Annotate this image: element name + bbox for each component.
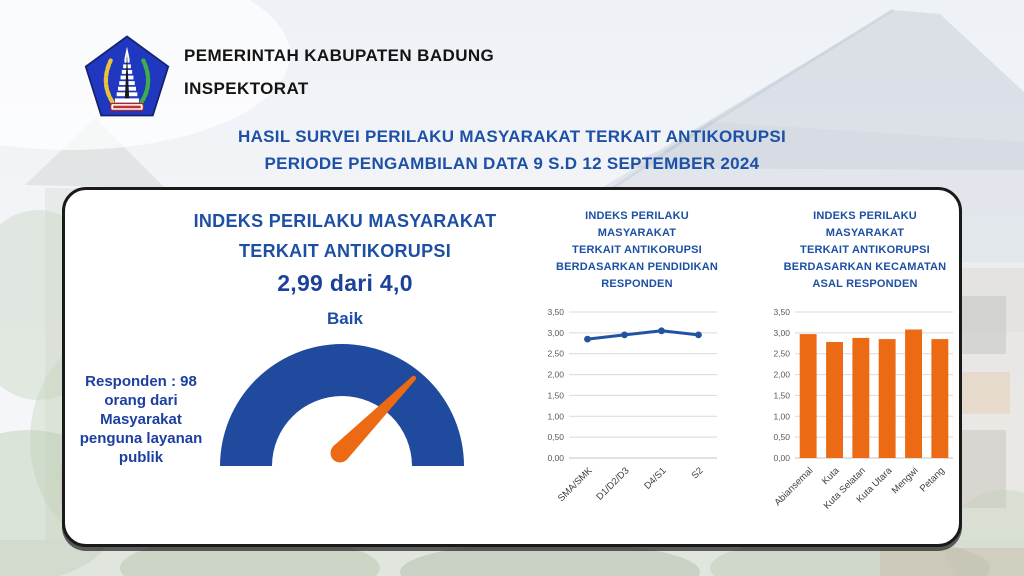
svg-text:Petang: Petang [918, 465, 947, 494]
overall-index-heading: INDEKS PERILAKU MASYARAKAT TERKAIT ANTIK… [125, 206, 565, 266]
education-chart-title-line: BERDASARKAN PENDIDIKAN [555, 261, 719, 273]
header: PEMERINTAH KABUPATEN BADUNG INSPEKTORAT [84, 34, 494, 118]
badung-regency-seal-icon [84, 35, 170, 117]
report-title: HASIL SURVEI PERILAKU MASYARAKAT TERKAIT… [0, 123, 1024, 177]
svg-text:0,00: 0,00 [773, 453, 790, 463]
district-chart-title-line: BERDASARKAN KECAMATAN [783, 261, 947, 273]
svg-text:Abiansemal: Abiansemal [772, 465, 815, 508]
svg-text:1,00: 1,00 [773, 411, 790, 421]
report-title-line2: PERIODE PENGAMBILAN DATA 9 S.D 12 SEPTEM… [264, 154, 760, 173]
respondents-note: Responden : 98 orang dari Masyarakat pen… [79, 373, 203, 466]
svg-text:3,00: 3,00 [547, 328, 564, 338]
org-unit: INSPEKTORAT [184, 79, 309, 98]
education-chart-title-line: MASYARAKAT [597, 227, 677, 239]
svg-text:2,00: 2,00 [773, 370, 790, 380]
overall-index-heading-line1: INDEKS PERILAKU MASYARAKAT [193, 211, 497, 231]
district-chart-title-line: TERKAIT ANTIKORUPSI [800, 244, 930, 256]
overall-index-heading-line2: TERKAIT ANTIKORUPSI [238, 241, 452, 261]
svg-text:Kuta: Kuta [820, 465, 842, 487]
overall-index-score: 2,99 dari 4,0 [277, 270, 413, 296]
svg-text:2,50: 2,50 [773, 349, 790, 359]
org-identity: PEMERINTAH KABUPATEN BADUNG INSPEKTORAT [184, 34, 494, 118]
svg-text:D1/D2/D3: D1/D2/D3 [594, 465, 631, 502]
svg-text:D4/S1: D4/S1 [642, 465, 668, 491]
svg-text:1,50: 1,50 [773, 390, 790, 400]
district-chart-title: INDEKS PERILAKU MASYARAKAT TERKAIT ANTIK… [765, 208, 965, 293]
district-bar-chart: 0,00 0,50 1,00 1,50 2,00 2,50 3,00 3,50 Abiansem… [772, 307, 953, 512]
org-name: PEMERINTAH KABUPATEN BADUNG [184, 46, 495, 65]
svg-text:1,50: 1,50 [547, 390, 564, 400]
education-chart-title-line: INDEKS PERILAKU [585, 210, 689, 222]
district-chart-title-line: INDEKS PERILAKU [813, 210, 917, 222]
svg-text:3,50: 3,50 [773, 307, 790, 317]
svg-text:Mengwi: Mengwi [890, 465, 921, 496]
svg-text:2,50: 2,50 [547, 349, 564, 359]
svg-text:SMA/SMK: SMA/SMK [556, 465, 595, 504]
report-title-line1: HASIL SURVEI PERILAKU MASYARAKAT TERKAIT… [238, 127, 786, 146]
education-chart-title-line: TERKAIT ANTIKORUPSI [572, 244, 702, 256]
overall-index-gauge [220, 344, 464, 466]
svg-text:0,00: 0,00 [547, 453, 564, 463]
education-chart-title: INDEKS PERILAKU MASYARAKAT TERKAIT ANTIK… [542, 208, 732, 293]
svg-text:2,00: 2,00 [547, 370, 564, 380]
report-card: INDEKS PERILAKU MASYARAKAT TERKAIT ANTIK… [62, 187, 962, 547]
svg-text:0,50: 0,50 [547, 432, 564, 442]
svg-text:1,00: 1,00 [547, 411, 564, 421]
education-chart-title-line: RESPONDEN [601, 278, 673, 290]
svg-text:3,00: 3,00 [773, 328, 790, 338]
svg-text:0,50: 0,50 [773, 432, 790, 442]
svg-text:3,50: 3,50 [547, 307, 564, 317]
district-chart-title-line: ASAL RESPONDEN [812, 278, 918, 290]
svg-text:S2: S2 [690, 465, 706, 481]
district-chart-title-line: MASYARAKAT [825, 227, 905, 239]
overall-index-rating: Baik [327, 309, 363, 328]
